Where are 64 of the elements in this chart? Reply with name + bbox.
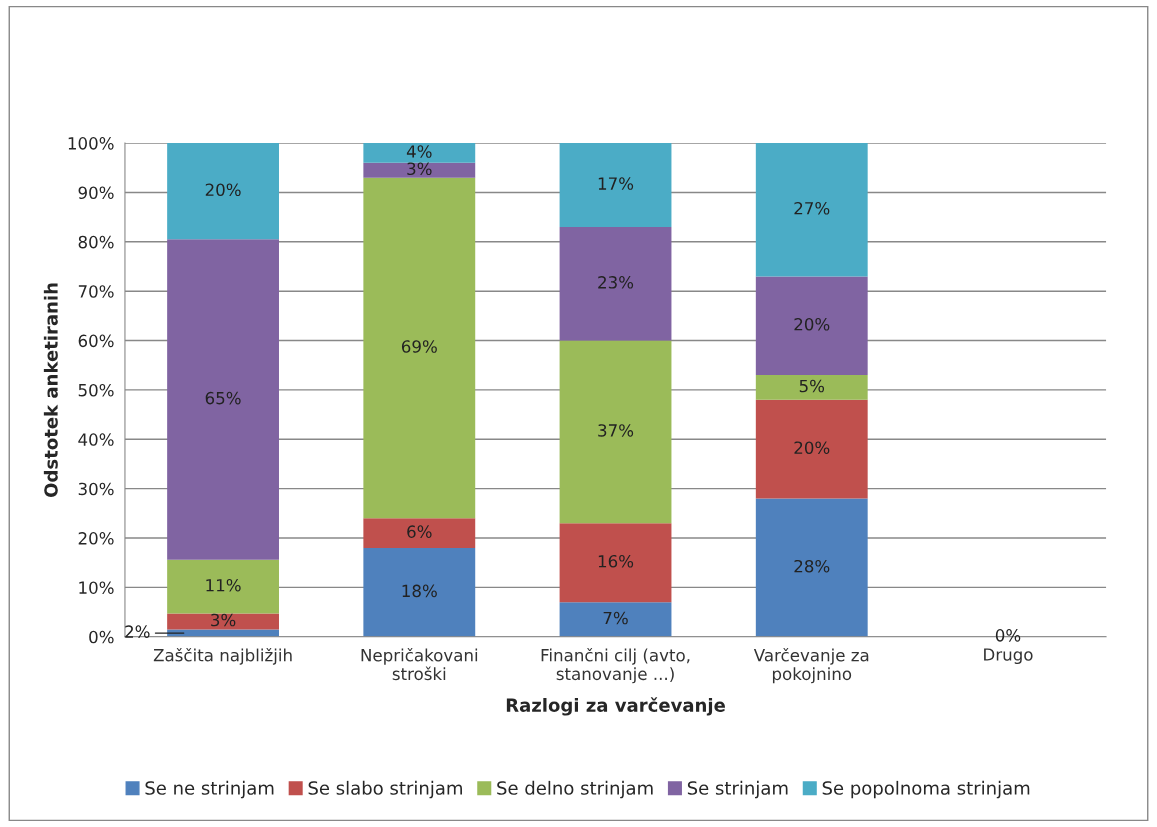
y-tick-label: 40%: [78, 433, 114, 446]
data-label: 7%: [603, 611, 628, 625]
data-label: 11%: [206, 578, 241, 592]
bar: [167, 613, 279, 630]
legend-label: Se ne strinjam: [145, 780, 274, 799]
bar: [559, 227, 672, 341]
y-tick-label: 80%: [78, 235, 114, 249]
data-label: 17%: [598, 177, 634, 190]
y-tick-label: 70%: [78, 285, 114, 298]
bar: [363, 162, 476, 178]
y-tick-label: 30%: [78, 482, 114, 496]
bar: [363, 177, 476, 519]
data-label: 28%: [794, 559, 830, 573]
data-label: 4%: [406, 145, 432, 158]
y-tick-label: 60%: [78, 334, 114, 348]
bar: [755, 375, 868, 400]
bar: [755, 276, 868, 376]
x-tick-label: Varčevanje za pokojnino: [753, 647, 869, 684]
bar: [755, 498, 868, 637]
data-label: 20%: [794, 317, 830, 331]
bar: [363, 547, 476, 637]
legend-label: Se strinjam: [687, 780, 788, 799]
bar: [167, 239, 279, 560]
bar: [559, 523, 672, 603]
x-tick-label: Drugo: [984, 648, 1033, 665]
data-label: 2%: [125, 625, 150, 638]
data-label: 23%: [598, 276, 634, 289]
data-label: 6%: [407, 525, 432, 538]
bar: [167, 629, 279, 637]
data-label: 20%: [205, 183, 241, 197]
data-label: 69%: [401, 340, 437, 353]
data-label: 65%: [205, 391, 241, 405]
data-label: 18%: [402, 584, 437, 598]
data-label: 20%: [794, 441, 830, 455]
y-tick-label: 90%: [78, 186, 114, 200]
bar: [559, 340, 672, 524]
x-tick-label: Finančni cilj (avto, stanovanje ...): [541, 647, 690, 684]
legend-label: Se slabo strinjam: [308, 780, 462, 799]
bar: [167, 143, 279, 240]
x-tick-label: Zaščita najbližjih: [153, 647, 292, 665]
bar: [363, 518, 476, 548]
y-tick-label: 0%: [89, 630, 114, 644]
legend-label: Se popolnoma strinjam: [822, 780, 1030, 799]
y-tick-label: 10%: [79, 581, 114, 594]
x-axis-title: Razlogi za varčevanje: [506, 697, 725, 716]
data-label: 3%: [407, 162, 432, 176]
y-tick-label: 20%: [78, 532, 114, 545]
bar: [755, 399, 868, 499]
bar: [559, 602, 672, 637]
data-label: 0%: [995, 629, 1021, 642]
y-tick-label: 50%: [78, 383, 114, 397]
bar: [559, 143, 672, 227]
bar: [755, 143, 868, 277]
bar: [167, 559, 279, 614]
y-tick-label: 100%: [68, 137, 114, 150]
data-label: 37%: [598, 424, 634, 437]
legend-label: Se delno strinjam: [497, 780, 653, 799]
data-label: 16%: [598, 554, 634, 568]
data-label: 3%: [211, 613, 236, 627]
x-tick-label: Nepričakovani stroški: [361, 647, 478, 681]
data-label: 27%: [794, 201, 830, 215]
data-label: 5%: [799, 379, 825, 393]
bar: [363, 143, 476, 163]
y-axis-title: Odstotek anketiranih: [43, 283, 58, 497]
